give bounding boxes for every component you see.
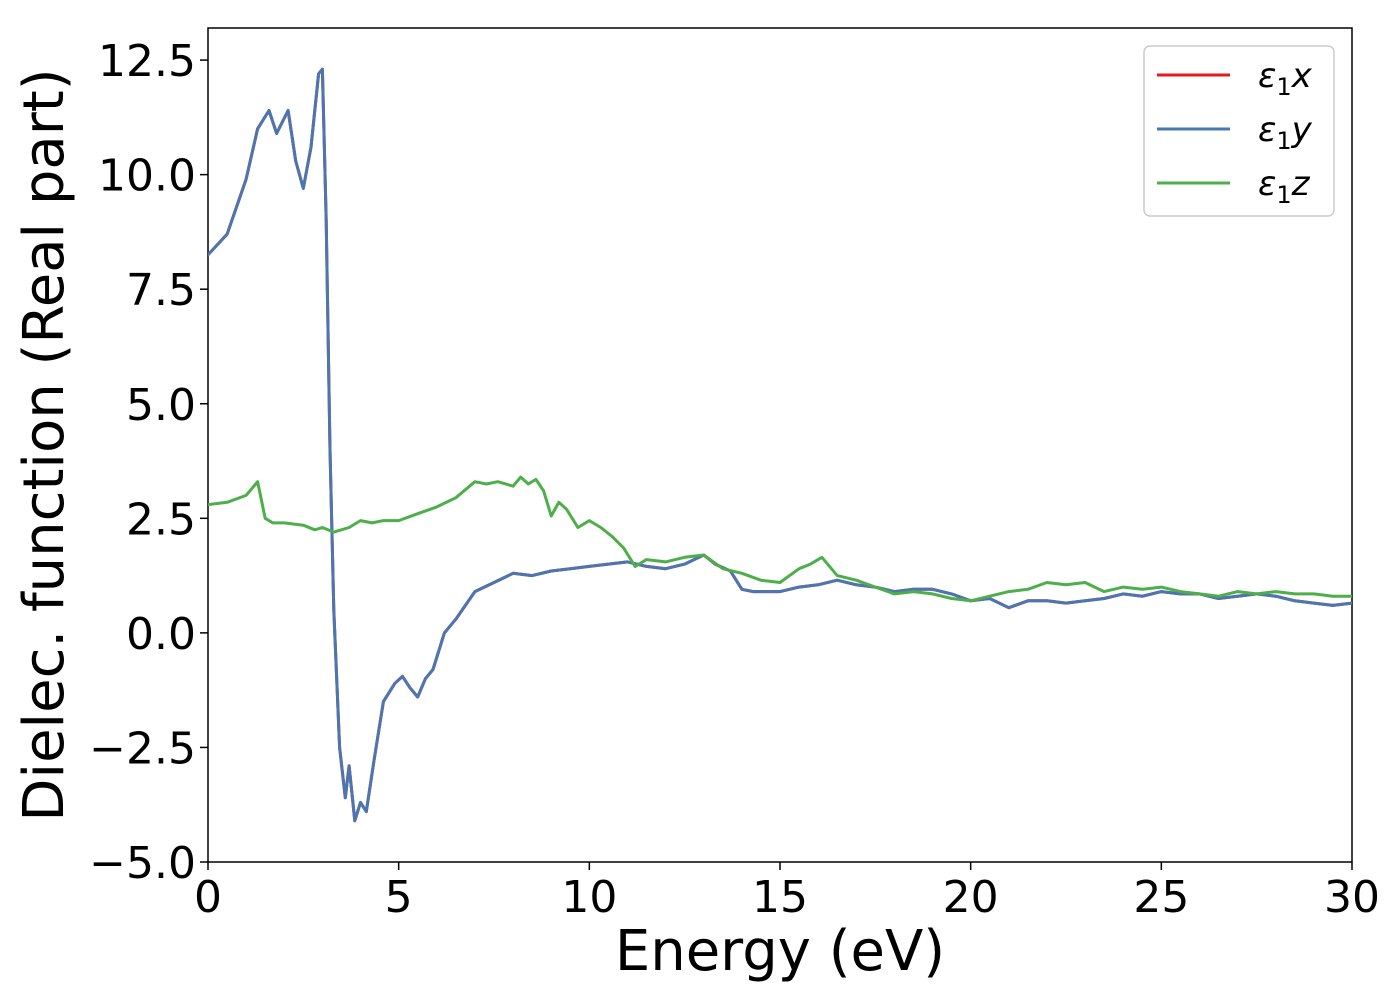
y-tick-label: 12.5: [98, 36, 196, 87]
series-line-y: [208, 67, 1352, 823]
y-axis-ticks: −5.0 −2.5 0.0 2.5 5.0 7.5 10.0 12.5: [89, 36, 208, 889]
x-axis-ticks: 0 5 10 15 20 25 30: [194, 862, 1380, 923]
y-tick-label: 10.0: [98, 151, 196, 202]
y-tick-label: 5.0: [126, 380, 196, 431]
legend-label-x: ε1x: [1258, 56, 1313, 101]
series-layer: [208, 67, 1352, 823]
legend-items: ε1x ε1y ε1z: [1157, 56, 1313, 209]
y-axis-title: Dielec. function (Real part): [12, 68, 77, 821]
x-tick-label: 0: [194, 872, 222, 923]
y-tick-label: 0.0: [126, 609, 196, 660]
y-tick-label: 7.5: [126, 265, 196, 316]
legend-label-z: ε1z: [1258, 164, 1311, 209]
legend: ε1x ε1y ε1z: [1143, 45, 1335, 217]
legend-box: [1143, 45, 1335, 217]
y-tick-label: −5.0: [89, 838, 196, 889]
x-tick-label: 25: [1133, 872, 1189, 923]
y-tick-label: −2.5: [89, 723, 196, 774]
x-axis-title: Energy (eV): [615, 919, 945, 984]
y-tick-label: 2.5: [126, 494, 196, 545]
x-tick-label: 30: [1324, 872, 1380, 923]
series-line-z: [208, 475, 1352, 603]
x-tick-label: 5: [385, 872, 413, 923]
x-tick-label: 15: [752, 872, 808, 923]
x-tick-label: 20: [943, 872, 999, 923]
legend-label-y: ε1y: [1258, 110, 1313, 155]
x-tick-label: 10: [561, 872, 617, 923]
